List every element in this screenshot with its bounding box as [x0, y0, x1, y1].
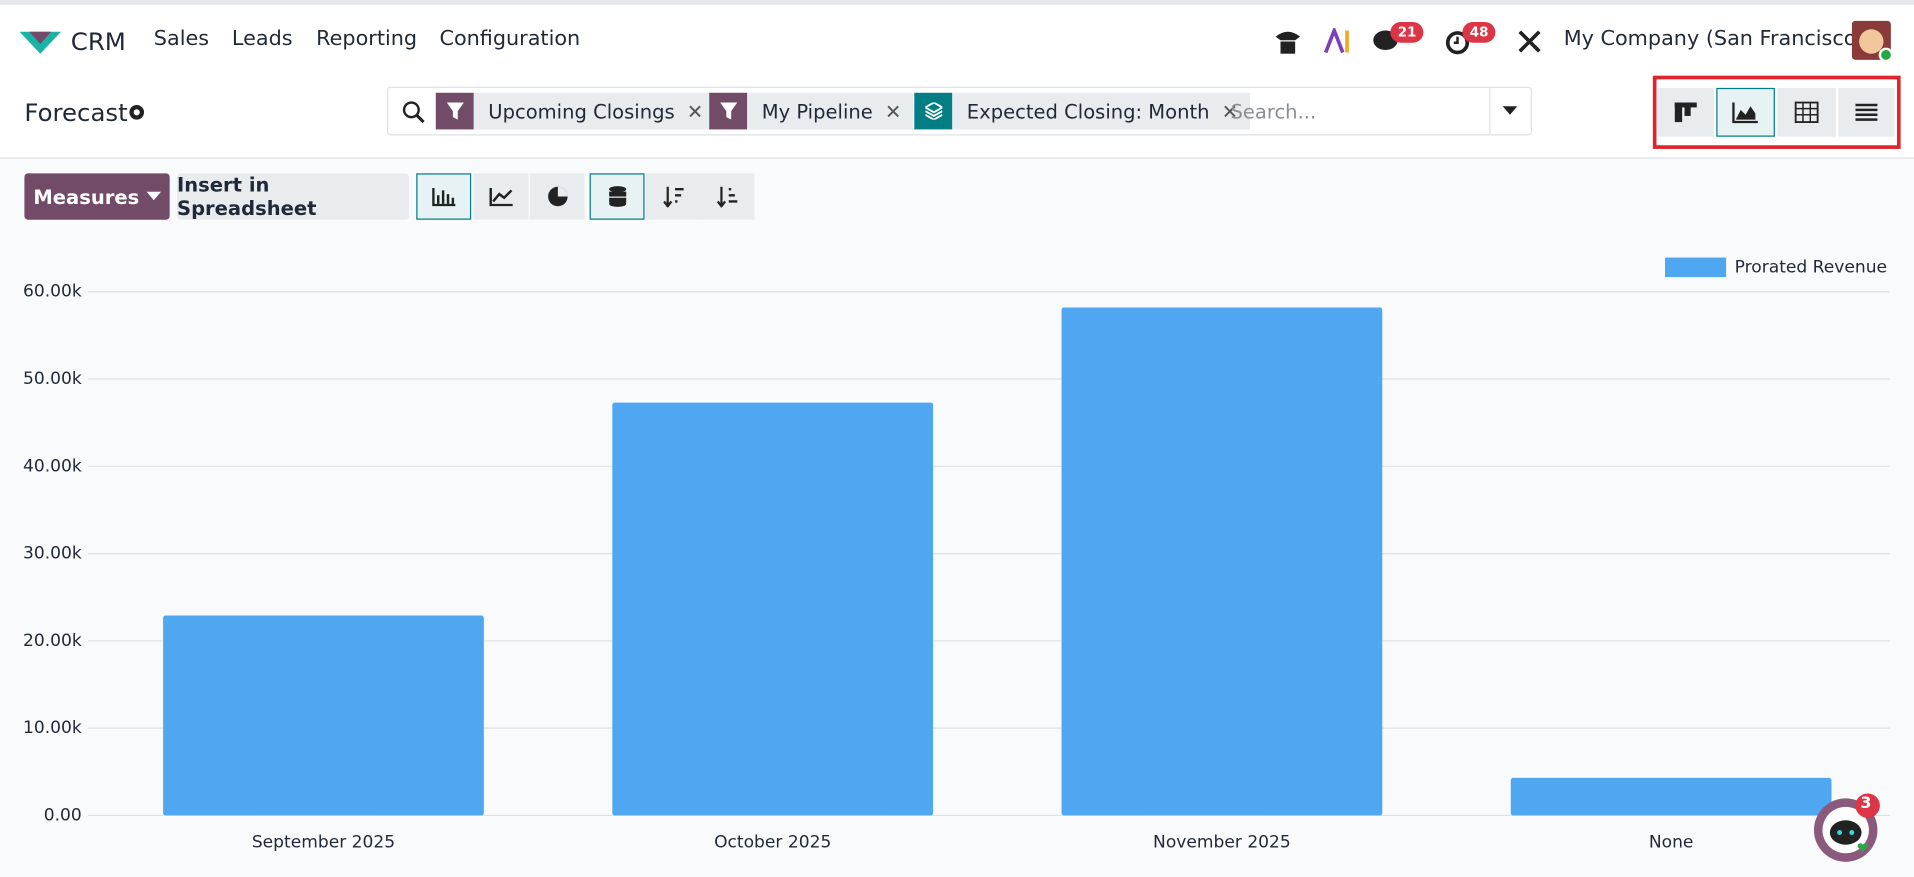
y-tick-label: 60.00k	[23, 282, 82, 302]
sort-asc-button[interactable]	[699, 173, 755, 220]
y-tick-label: 0.00	[44, 805, 82, 825]
company[interactable]: My Company (San Francisco)	[1563, 26, 1865, 52]
settings-icon[interactable]	[127, 103, 147, 123]
stacked-button[interactable]	[589, 173, 645, 220]
page-title: Forecast	[24, 97, 128, 127]
y-tick-label: 10.00k	[23, 718, 82, 738]
y-tick-label: 50.00k	[23, 369, 82, 389]
bar	[1510, 777, 1832, 816]
app-name[interactable]: CRM	[70, 26, 126, 57]
pie-chart-button[interactable]	[529, 173, 585, 220]
y-tick-label: 40.00k	[23, 456, 82, 476]
activities-icon[interactable]	[1445, 29, 1472, 56]
search-placeholder[interactable]: Search...	[1230, 100, 1317, 124]
x-tick-label: October 2025	[714, 832, 831, 852]
chat-badge: 3	[1860, 794, 1872, 813]
facet-label: Upcoming Closings	[488, 99, 675, 123]
activities-badge: 48	[1462, 21, 1496, 43]
y-tick-label: 30.00k	[23, 544, 82, 564]
app-logo[interactable]	[19, 27, 62, 56]
kanban-view[interactable]	[1657, 87, 1714, 137]
facet-label: Expected Closing: Month	[966, 99, 1210, 123]
measures-button[interactable]: Measures	[24, 173, 170, 220]
phone-icon[interactable]	[1273, 27, 1302, 56]
legend-swatch	[1665, 257, 1727, 278]
x-tick-label: September 2025	[252, 832, 395, 852]
menu-item[interactable]: Reporting	[316, 26, 418, 52]
y-tick-label: 20.00k	[23, 631, 82, 651]
pivot-view[interactable]	[1777, 87, 1836, 137]
bar	[612, 402, 934, 816]
line-chart-button[interactable]	[473, 173, 529, 220]
avatar[interactable]	[1851, 20, 1894, 63]
bar	[1061, 307, 1383, 816]
chat-bot[interactable]	[1804, 791, 1889, 867]
search-toggle[interactable]	[1501, 105, 1518, 117]
search-icon[interactable]	[402, 100, 426, 124]
messages-badge: 21	[1390, 21, 1424, 43]
measures-label: Measures	[33, 184, 140, 209]
facet[interactable]: Expected Closing: Month ✕	[914, 92, 1251, 130]
divider	[1489, 87, 1491, 135]
facet-label: My Pipeline	[761, 99, 873, 123]
facet[interactable]: Upcoming Closings ✕	[435, 92, 716, 130]
list-view[interactable]	[1838, 87, 1895, 137]
x-tick-label: November 2025	[1153, 832, 1291, 852]
bar-chart-button[interactable]	[416, 173, 472, 220]
sort-desc-button[interactable]	[645, 173, 701, 220]
menu-item[interactable]: Sales	[153, 26, 210, 52]
chart: 0.00 10.00k 20.00k 30.00k 40.00k 50.00k 60.00k…	[23, 257, 1890, 852]
bar	[163, 615, 484, 816]
tools-icon[interactable]	[1517, 29, 1541, 53]
highlight-box	[1652, 75, 1901, 149]
menu-item[interactable]: Configuration	[439, 26, 581, 52]
x-tick-label: None	[1649, 832, 1694, 852]
graph-view[interactable]	[1716, 87, 1775, 137]
ai-icon[interactable]	[1323, 28, 1352, 55]
legend-label: Prorated Revenue	[1735, 257, 1887, 277]
facet[interactable]: My Pipeline ✕	[709, 92, 914, 130]
menu-item[interactable]: Leads	[231, 26, 293, 52]
insert-button[interactable]: Insert in Spreadsheet	[177, 173, 409, 220]
